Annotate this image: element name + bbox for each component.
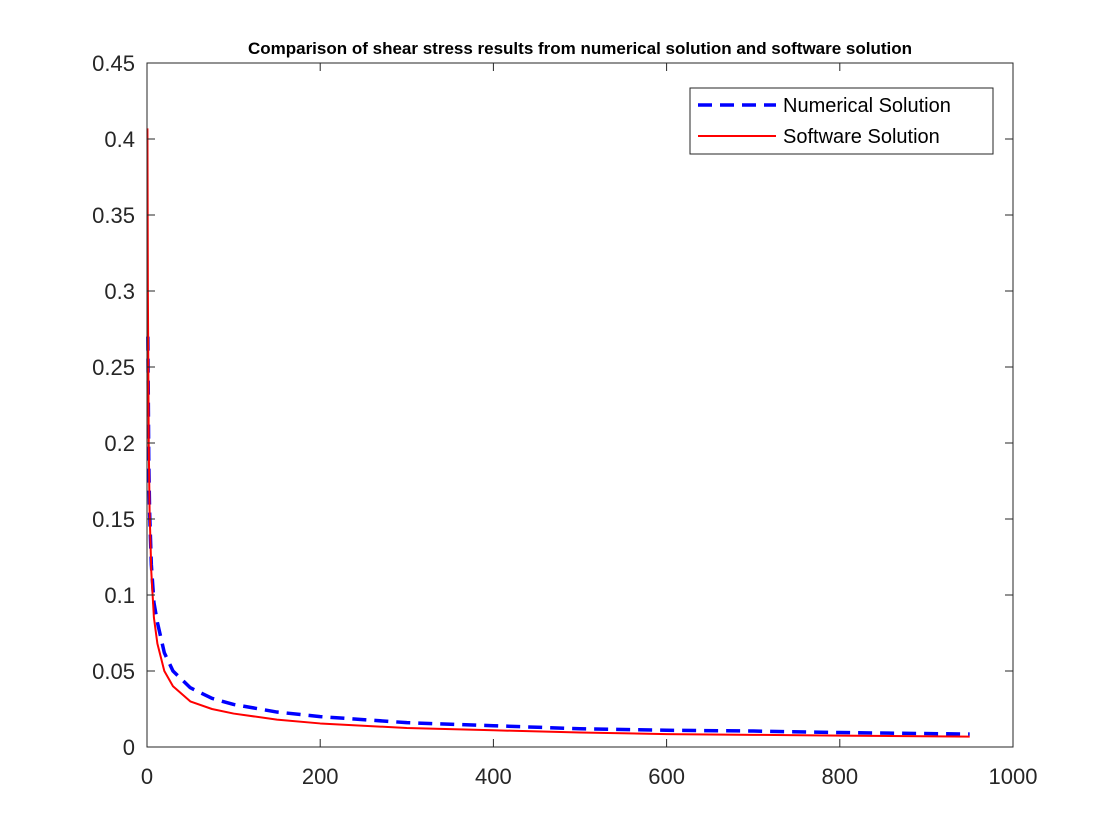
x-tick-label: 800	[821, 764, 858, 789]
chart-title: Comparison of shear stress results from …	[248, 39, 912, 58]
legend: Numerical Solution Software Solution	[689, 87, 994, 155]
legend-box	[689, 87, 994, 155]
y-tick-label: 0.2	[104, 431, 135, 456]
series-line-software	[146, 128, 970, 738]
y-tick-label: 0.25	[92, 355, 135, 380]
y-tick-label: 0.05	[92, 659, 135, 684]
y-tick-label: 0.1	[104, 583, 135, 608]
legend-label-numerical: Numerical Solution	[783, 95, 951, 117]
x-tick-label: 400	[475, 764, 512, 789]
x-tick-label: 600	[648, 764, 685, 789]
y-tick-label: 0	[123, 735, 135, 760]
y-tick-label: 0.3	[104, 279, 135, 304]
axes-box	[146, 62, 1014, 748]
y-tick-label: 0.15	[92, 507, 135, 532]
y-tick-label: 0.45	[92, 51, 135, 76]
ticks-layer: 0 200 400 600 800 1000 0 0.05 0.1 0.15 0.2 0.25 0.3 0…	[92, 51, 1037, 789]
series-line-numerical	[146, 336, 970, 736]
plot-area	[147, 63, 1013, 747]
x-tick-label: 1000	[989, 764, 1038, 789]
x-tick-label: 200	[302, 764, 339, 789]
y-tick-label: 0.35	[92, 203, 135, 228]
series-layer	[146, 128, 970, 738]
y-tick-label: 0.4	[104, 127, 135, 152]
x-tick-label: 0	[141, 764, 153, 789]
legend-label-software: Software Solution	[783, 126, 940, 148]
